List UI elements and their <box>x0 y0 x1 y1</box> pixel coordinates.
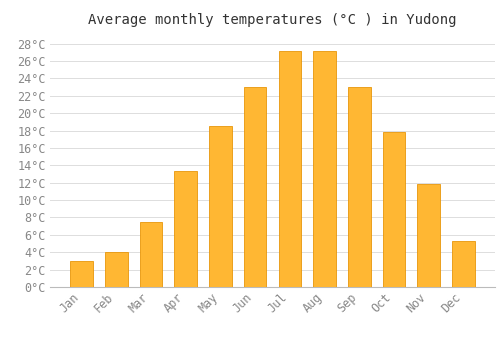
Bar <box>383 132 406 287</box>
Bar <box>105 252 128 287</box>
Bar <box>348 87 370 287</box>
Bar <box>70 261 93 287</box>
Bar <box>140 222 162 287</box>
Bar <box>314 51 336 287</box>
Bar <box>418 184 440 287</box>
Bar <box>209 126 232 287</box>
Bar <box>278 51 301 287</box>
Bar <box>452 241 475 287</box>
Bar <box>244 87 266 287</box>
Bar <box>174 172 197 287</box>
Title: Average monthly temperatures (°C ) in Yudong: Average monthly temperatures (°C ) in Yu… <box>88 13 457 27</box>
